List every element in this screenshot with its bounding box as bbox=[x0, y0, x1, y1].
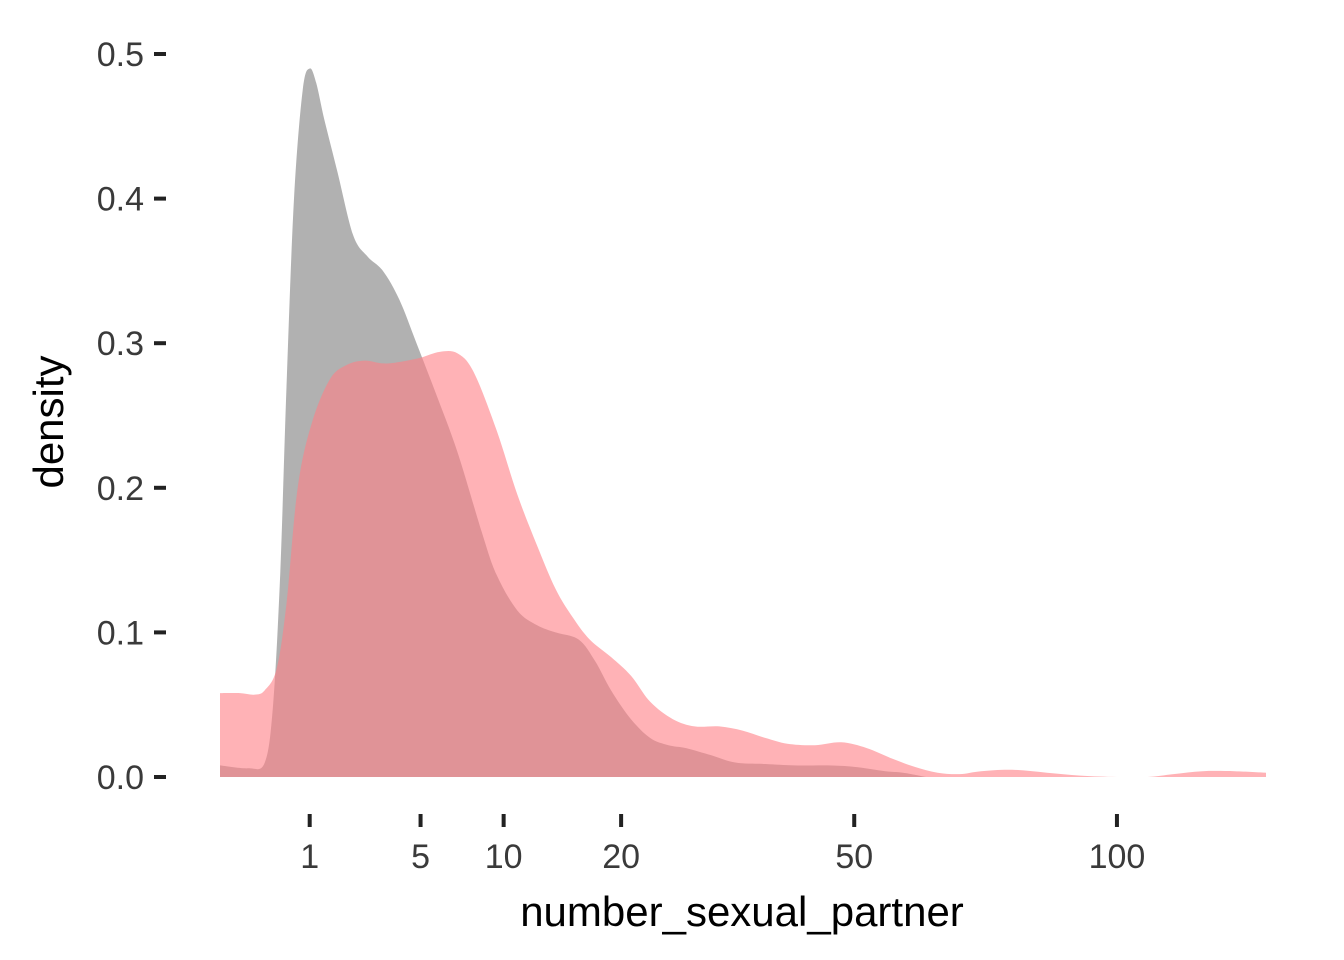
y-tick-label: 0.4 bbox=[97, 181, 144, 219]
x-tick-label: 50 bbox=[835, 838, 873, 876]
y-tick-label: 0.2 bbox=[97, 470, 144, 508]
y-axis: 0.0 0.1 0.2 0.3 0.4 0.5 bbox=[97, 36, 166, 797]
y-axis-title: density bbox=[25, 355, 72, 488]
density-areas bbox=[220, 68, 1266, 778]
x-axis-title: number_sexual_partner bbox=[520, 888, 964, 935]
x-tick-label: 100 bbox=[1089, 838, 1146, 876]
x-tick-label: 5 bbox=[411, 838, 430, 876]
x-tick-label: 1 bbox=[300, 838, 319, 876]
y-tick-label: 0.1 bbox=[97, 614, 144, 652]
y-tick-label: 0.5 bbox=[97, 36, 144, 74]
x-tick-label: 20 bbox=[602, 838, 640, 876]
density-area-2 bbox=[220, 351, 1266, 777]
x-tick-label: 10 bbox=[485, 838, 523, 876]
y-tick-label: 0.3 bbox=[97, 325, 144, 363]
x-axis: 1 5 10 20 50 100 bbox=[300, 814, 1145, 876]
y-tick-label: 0.0 bbox=[97, 759, 144, 797]
